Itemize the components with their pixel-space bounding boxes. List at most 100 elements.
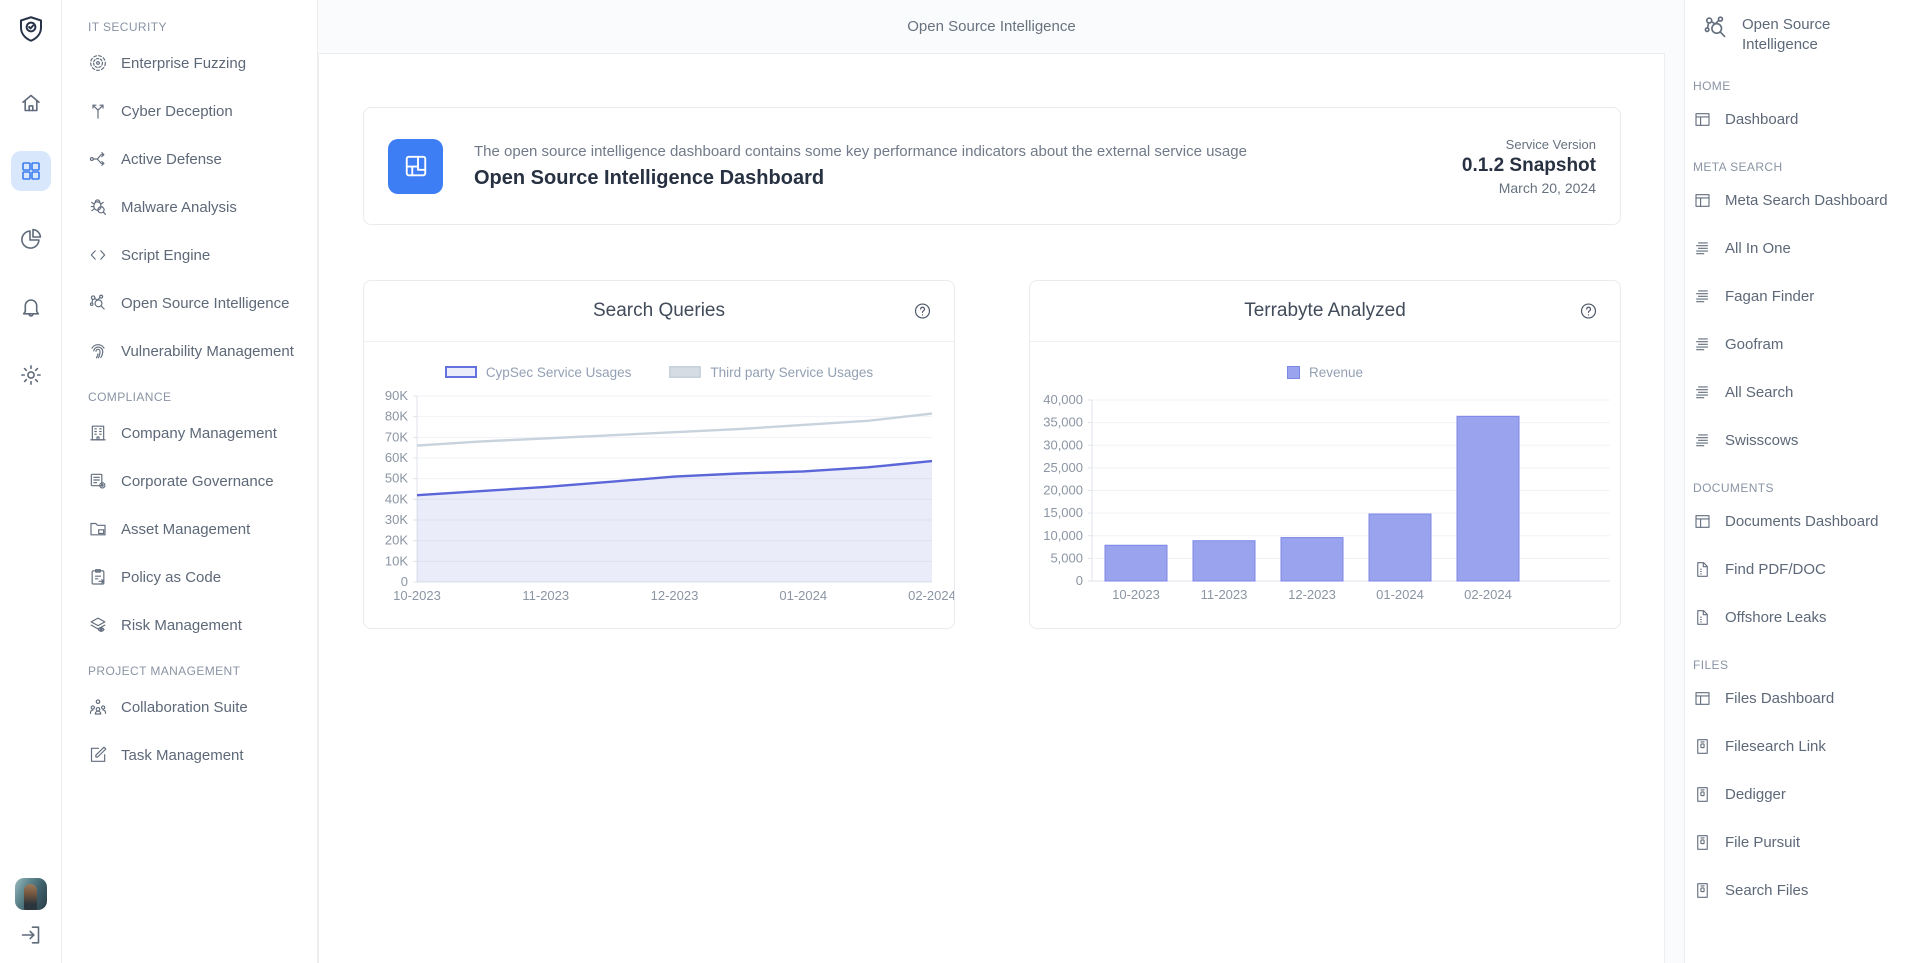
legend-item: Revenue [1287, 365, 1363, 380]
window-dashboard-icon [1693, 191, 1712, 210]
logout-icon [19, 923, 43, 947]
sidebar-item-label: File Pursuit [1725, 834, 1800, 851]
sidebar-item-label: Risk Management [121, 617, 242, 634]
list-lines-icon [1693, 239, 1712, 258]
sidebar-item-meta-search-dashboard[interactable]: Meta Search Dashboard [1693, 176, 1916, 224]
nav-section-project-management: PROJECT MANAGEMENTCollaboration SuiteTas… [88, 664, 307, 779]
legend-label: CypSec Service Usages [486, 365, 632, 380]
fuzzing-target-icon [88, 53, 108, 73]
chart-title: Search Queries [593, 300, 725, 322]
dashboard-layout-icon [388, 139, 443, 194]
app-logo[interactable] [16, 14, 46, 49]
sidebar-item-label: Asset Management [121, 521, 250, 538]
sidebar-item-vulnerability-management[interactable]: Vulnerability Management [88, 327, 307, 375]
fuzzing-target-icon [88, 53, 108, 73]
svg-text:20,000: 20,000 [1043, 483, 1083, 498]
sidebar-item-offshore-leaks[interactable]: Offshore Leaks [1693, 593, 1916, 641]
malware-analysis-icon [88, 197, 108, 217]
rail-item-home[interactable] [11, 83, 51, 123]
sidebar-item-script-engine[interactable]: Script Engine [88, 231, 307, 279]
rail-item-gear[interactable] [11, 355, 51, 395]
section-label: COMPLIANCE [88, 390, 307, 404]
document-icon [1693, 560, 1712, 579]
sidebar-item-all-in-one[interactable]: All In One [1693, 224, 1916, 272]
sidebar-item-files-dashboard[interactable]: Files Dashboard [1693, 674, 1916, 722]
sidebar-item-goofram[interactable]: Goofram [1693, 320, 1916, 368]
service-version-block: Service Version 0.1.2 Snapshot March 20,… [1462, 137, 1596, 196]
svg-text:70K: 70K [385, 429, 408, 444]
svg-text:01-2024: 01-2024 [1376, 587, 1424, 602]
sidebar-item-fagan-finder[interactable]: Fagan Finder [1693, 272, 1916, 320]
sidebar-item-dashboard[interactable]: Dashboard [1693, 95, 1916, 143]
pie-chart-icon [19, 227, 43, 251]
list-lines-icon [1693, 287, 1712, 306]
svg-text:40,000: 40,000 [1043, 392, 1083, 407]
main-area: Open Source Intelligence The open source… [318, 0, 1684, 963]
sidebar-item-filesearch-link[interactable]: Filesearch Link [1693, 722, 1916, 770]
help-icon [1579, 302, 1598, 321]
rail-item-bell[interactable] [11, 287, 51, 327]
svg-text:20K: 20K [385, 533, 408, 548]
sidebar-item-task-management[interactable]: Task Management [88, 731, 307, 779]
sidebar-item-documents-dashboard[interactable]: Documents Dashboard [1693, 497, 1916, 545]
script-engine-icon [88, 245, 108, 265]
list-lines-icon [1693, 383, 1712, 402]
window-dashboard-icon [1693, 191, 1712, 210]
info-card-title: Open Source Intelligence Dashboard [474, 167, 1431, 190]
window-dashboard-icon [1693, 110, 1712, 129]
sidebar-item-label: Policy as Code [121, 569, 221, 586]
help-icon[interactable] [913, 302, 932, 321]
sidebar-item-active-defense[interactable]: Active Defense [88, 135, 307, 183]
right-sidebar-sections: HOMEDashboardMETA SEARCHMeta Search Dash… [1693, 79, 1916, 914]
bell-icon [19, 295, 43, 319]
user-avatar[interactable] [15, 878, 47, 910]
sidebar-item-policy-as-code[interactable]: Policy as Code [88, 553, 307, 601]
sidebar-item-cyber-deception[interactable]: Cyber Deception [88, 87, 307, 135]
svg-text:5,000: 5,000 [1050, 550, 1083, 565]
sidebar-item-malware-analysis[interactable]: Malware Analysis [88, 183, 307, 231]
window-dashboard-icon [1693, 689, 1712, 708]
sidebar-item-collaboration-suite[interactable]: Collaboration Suite [88, 683, 307, 731]
svg-text:50K: 50K [385, 471, 408, 486]
sidebar-item-find-pdf-doc[interactable]: Find PDF/DOC [1693, 545, 1916, 593]
help-icon [913, 302, 932, 321]
sidebar-item-swisscows[interactable]: Swisscows [1693, 416, 1916, 464]
svg-text:35,000: 35,000 [1043, 415, 1083, 430]
help-icon[interactable] [1579, 302, 1598, 321]
company-building-icon [88, 423, 108, 443]
sidebar-item-corporate-governance[interactable]: Corporate Governance [88, 457, 307, 505]
nav-section-documents: DOCUMENTS Documents DashboardFind PDF/DOC… [1693, 481, 1916, 641]
list-lines-icon [1693, 383, 1712, 402]
section-label: DOCUMENTS [1693, 481, 1916, 495]
svg-text:02-2024: 02-2024 [1464, 587, 1512, 602]
list-lines-icon [1693, 239, 1712, 258]
rail-item-apps-grid[interactable] [11, 151, 51, 191]
file-icon [1693, 833, 1712, 852]
section-label: META SEARCH [1693, 160, 1916, 174]
sidebar-item-open-source-intelligence[interactable]: Open Source Intelligence [88, 279, 307, 327]
task-pen-icon [88, 745, 108, 765]
cyber-deception-icon [88, 101, 108, 121]
sidebar-item-label: Script Engine [121, 247, 210, 264]
sidebar-item-enterprise-fuzzing[interactable]: Enterprise Fuzzing [88, 39, 307, 87]
svg-text:10-2023: 10-2023 [1112, 587, 1160, 602]
sidebar-item-file-pursuit[interactable]: File Pursuit [1693, 818, 1916, 866]
chart-card-header: Search Queries [364, 281, 954, 342]
sidebar-item-company-management[interactable]: Company Management [88, 409, 307, 457]
home-icon [19, 91, 43, 115]
sidebar-item-asset-management[interactable]: Asset Management [88, 505, 307, 553]
sidebar-item-label: Goofram [1725, 336, 1783, 353]
svg-text:15,000: 15,000 [1043, 505, 1083, 520]
sidebar-item-risk-management[interactable]: Risk Management [88, 601, 307, 649]
section-label: FILES [1693, 658, 1916, 672]
asset-folder-icon [88, 519, 108, 539]
rail-item-pie-chart[interactable] [11, 219, 51, 259]
governance-list-gear-icon [88, 471, 108, 491]
sidebar-item-search-files[interactable]: Search Files [1693, 866, 1916, 914]
svg-text:10,000: 10,000 [1043, 528, 1083, 543]
list-lines-icon [1693, 431, 1712, 450]
sidebar-item-all-search[interactable]: All Search [1693, 368, 1916, 416]
sidebar-item-dedigger[interactable]: Dedigger [1693, 770, 1916, 818]
svg-text:11-2023: 11-2023 [1201, 587, 1248, 602]
logout-icon[interactable] [19, 923, 43, 947]
